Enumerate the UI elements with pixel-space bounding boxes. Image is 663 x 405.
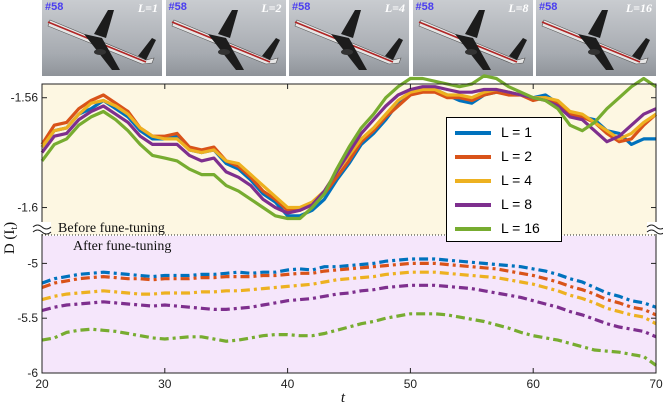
legend-label: L = 1 <box>501 124 533 140</box>
y-tick-label: -5 <box>27 256 38 270</box>
frame-number: #58 <box>292 1 311 13</box>
x-tick-label: 70 <box>649 377 663 391</box>
axis-break-mark <box>646 224 663 230</box>
series-line-after <box>41 312 657 367</box>
x-axis-label: t <box>341 390 346 405</box>
x-tick-label: 50 <box>404 377 418 391</box>
y-tick-label: -1.56 <box>11 91 39 105</box>
legend-label: L = 16 <box>501 220 540 236</box>
l-value-label: L=1 <box>137 1 158 15</box>
frame-number: #58 <box>415 1 434 13</box>
l-value-label: L=2 <box>261 1 282 15</box>
x-tick-label: 40 <box>281 377 295 391</box>
axis-break-gap <box>647 222 663 234</box>
annotation-after: After fune-tuning <box>73 239 171 254</box>
axis-break-mark <box>32 224 52 230</box>
l-value-label: L=8 <box>508 1 529 15</box>
legend-label: L = 4 <box>501 172 533 188</box>
series-line-before <box>40 74 657 221</box>
frame-number: #58 <box>168 1 187 13</box>
axis-break-mark <box>32 229 52 235</box>
x-tick-label: 20 <box>35 377 49 391</box>
thumbnail: #58 L=1 <box>42 0 162 76</box>
series-line-after <box>41 283 657 339</box>
airplane-image <box>294 10 403 70</box>
airplane-image <box>418 10 527 70</box>
legend-entry: L = 4 <box>453 170 559 192</box>
y-tick-label: -6 <box>27 366 38 380</box>
legend-entry: L = 16 <box>453 218 559 240</box>
thumbnail: #58 L=2 <box>165 0 286 76</box>
l-value-label: L=16 <box>625 1 652 15</box>
legend-swatch <box>455 179 491 183</box>
lower-panel-background <box>42 236 656 373</box>
y-tick-label: -1.6 <box>17 201 38 215</box>
y-tick-label: -5.5 <box>17 311 38 325</box>
legend-entry: L = 8 <box>453 194 559 216</box>
annotation-before: Before fune-tuning <box>58 221 165 236</box>
legend-entry: L = 1 <box>453 122 559 144</box>
thumbnail: #58 L=4 <box>289 0 409 76</box>
frame-number: #58 <box>45 1 64 13</box>
y-axis-label: D (It) <box>2 222 20 254</box>
x-tick-label: 60 <box>527 377 541 391</box>
thumbnail: #58 L=16 <box>536 0 656 76</box>
legend-entry: L = 2 <box>453 146 559 168</box>
airplane-image <box>541 10 650 70</box>
legend-swatch <box>455 227 491 231</box>
series-line-after <box>41 270 657 326</box>
frame-number: #58 <box>539 1 558 13</box>
thumbnail: #58 L=8 <box>412 0 533 76</box>
series-line-after <box>41 261 657 317</box>
legend-label: L = 8 <box>501 196 533 212</box>
legend-swatch <box>455 155 491 159</box>
series-line-after <box>41 257 657 309</box>
thumbnail-strip: #58 L=1 #58 L=2 #58 L=4 #58 L=8 #58 L=16 <box>42 0 656 76</box>
airplane-image <box>171 10 280 70</box>
legend-label: L = 2 <box>501 148 533 164</box>
legend-swatch <box>455 131 491 135</box>
axis-break-mark <box>646 229 663 235</box>
x-tick-label: 30 <box>158 377 172 391</box>
legend: L = 1 L = 2 L = 4 L = 8 L = 16 <box>446 117 562 242</box>
airplane-image <box>47 10 156 70</box>
l-value-label: L=4 <box>384 1 405 15</box>
legend-swatch <box>455 203 491 207</box>
